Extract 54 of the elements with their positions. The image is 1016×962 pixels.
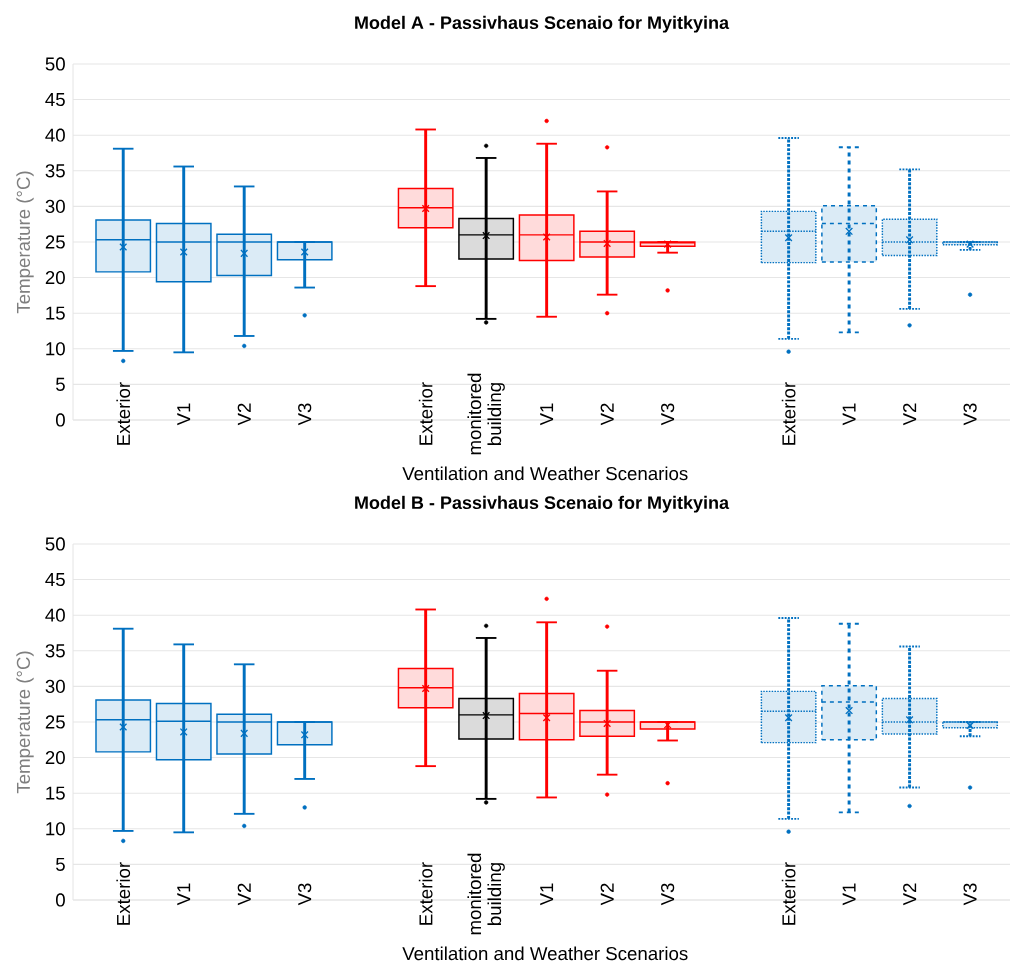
y-tick-label: 0 xyxy=(55,893,65,907)
x-tick-label: V2 xyxy=(600,883,614,906)
x-tick-label: V2 xyxy=(600,403,614,426)
x-tick-label: V2 xyxy=(903,403,917,426)
x-tick-label: V3 xyxy=(661,403,675,426)
y-tick-label: 40 xyxy=(45,608,65,622)
y-axis-title: Temperature (°C) xyxy=(16,171,34,314)
y-axis-title: Temperature (°C) xyxy=(16,651,34,794)
y-tick-label: 45 xyxy=(45,573,65,587)
x-tick-label: Exterior xyxy=(116,382,131,445)
y-tick-label: 30 xyxy=(45,679,65,693)
x-tick-label: Exterior xyxy=(116,862,131,925)
y-tick-label: 25 xyxy=(45,715,65,729)
x-tick-label: Exterior xyxy=(418,862,433,925)
x-tick-label: Exterior xyxy=(781,862,796,925)
y-tick-label: 20 xyxy=(45,270,65,285)
x-tick-label: V3 xyxy=(661,883,675,906)
y-tick-label: 50 xyxy=(45,57,65,71)
y-tick-label: 20 xyxy=(45,750,65,765)
y-tick-label: 15 xyxy=(46,786,65,800)
y-tick-label: 35 xyxy=(45,164,65,178)
x-tick-label: V1 xyxy=(177,883,191,906)
x-tick-label: V2 xyxy=(237,403,251,426)
y-tick-label: 0 xyxy=(55,413,65,427)
x-tick-label: V1 xyxy=(842,883,856,906)
y-tick-label: 45 xyxy=(45,93,65,107)
y-tick-label: 15 xyxy=(46,306,65,320)
y-tick-label: 5 xyxy=(56,857,65,871)
y-tick-label: 5 xyxy=(56,377,65,391)
x-tick-label: V1 xyxy=(540,883,554,906)
chart-title: Model B - Passivhaus Scenaio for Myitkyina xyxy=(355,495,730,513)
x-tick-label: V2 xyxy=(903,883,917,906)
y-tick-label: 10 xyxy=(46,822,65,836)
x-tick-label: Exterior xyxy=(418,382,433,445)
y-tick-label: 35 xyxy=(45,644,65,658)
x-tick-label: V3 xyxy=(298,883,312,906)
y-tick-label: 25 xyxy=(45,235,65,249)
x-tick-label: V2 xyxy=(237,883,251,906)
x-axis-title: Ventilation and Weather Scenarios xyxy=(402,466,688,481)
x-axis-title: Ventilation and Weather Scenarios xyxy=(402,946,688,961)
x-tick-label: V1 xyxy=(540,403,554,426)
x-tick-label: Exterior xyxy=(781,382,796,445)
x-tick-label: V1 xyxy=(842,403,856,426)
y-tick-label: 50 xyxy=(45,537,65,551)
y-tick-label: 40 xyxy=(45,128,65,142)
x-tick-label: monitored building xyxy=(467,853,505,935)
chart-title: Model A - Passivhaus Scenaio for Myitkyina xyxy=(355,15,730,33)
x-tick-label: monitored building xyxy=(467,373,505,455)
x-tick-label: V3 xyxy=(963,403,977,426)
y-tick-label: 30 xyxy=(45,199,65,213)
x-tick-label: V3 xyxy=(298,403,312,426)
x-tick-label: V1 xyxy=(177,403,191,426)
y-tick-label: 10 xyxy=(46,342,65,356)
x-tick-label: V3 xyxy=(963,883,977,906)
